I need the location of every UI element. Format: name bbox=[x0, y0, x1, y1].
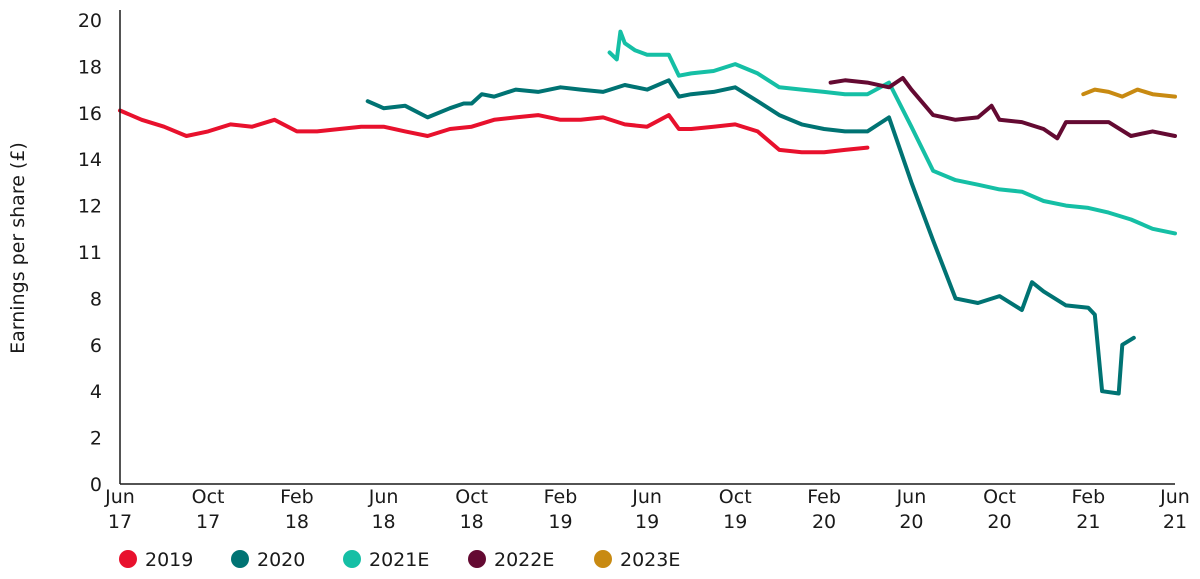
x-tick-label-year: 17 bbox=[196, 511, 220, 533]
legend-label: 2021E bbox=[369, 549, 429, 571]
x-tick-label-month: Oct bbox=[192, 486, 225, 508]
legend-marker bbox=[594, 550, 612, 568]
series-line-2021e bbox=[607, 29, 1177, 236]
y-tick-label: 14 bbox=[78, 149, 102, 171]
x-tick-label-month: Feb bbox=[544, 486, 578, 508]
series-line-2022e bbox=[828, 76, 1177, 141]
x-tick-label-year: 17 bbox=[108, 511, 132, 533]
x-tick-label-month: Jun bbox=[896, 486, 927, 508]
x-tick-label-month: Jun bbox=[368, 486, 399, 508]
x-tick-label-month: Jun bbox=[104, 486, 135, 508]
x-tick-label-month: Feb bbox=[280, 486, 314, 508]
x-tick-label-month: Oct bbox=[455, 486, 488, 508]
x-tick-label-year: 21 bbox=[1076, 511, 1100, 533]
x-tick-label-year: 19 bbox=[548, 511, 572, 533]
y-tick-label: 8 bbox=[90, 288, 102, 310]
x-tick-label-year: 18 bbox=[371, 511, 395, 533]
y-tick-label: 2 bbox=[90, 428, 102, 450]
y-tick-label: 0 bbox=[90, 474, 102, 496]
x-tick-label-year: 20 bbox=[899, 511, 923, 533]
x-tick-labels: Jun 17 Oct 17 Feb 18 Jun 18 Oct 18 Feb 19 Jun 19 Oct 19… bbox=[104, 486, 1190, 533]
legend-label: 2020 bbox=[257, 549, 305, 571]
x-tick-label-month: Jun bbox=[631, 486, 662, 508]
y-tick-labels: 0 2 4 6 8 11 12 14 16 18 20 bbox=[78, 10, 102, 496]
series-line-2023e bbox=[1081, 87, 1177, 99]
series-line-2019 bbox=[118, 108, 870, 155]
x-tick-label-year: 19 bbox=[723, 511, 747, 533]
x-tick-label-month: Feb bbox=[1072, 486, 1106, 508]
legend-label: 2023E bbox=[620, 549, 680, 571]
legend-marker bbox=[468, 550, 486, 568]
y-tick-label: 20 bbox=[78, 10, 102, 32]
x-tick-label-year: 20 bbox=[812, 511, 836, 533]
legend-marker bbox=[119, 550, 137, 568]
y-tick-label: 12 bbox=[78, 196, 102, 218]
y-tick-label: 4 bbox=[90, 381, 102, 403]
y-axis-title: Earnings per share (£) bbox=[7, 142, 29, 354]
x-tick-label-month: Feb bbox=[807, 486, 841, 508]
x-tick-label-year: 18 bbox=[460, 511, 484, 533]
legend-marker bbox=[231, 550, 249, 568]
legend-label: 2019 bbox=[145, 549, 193, 571]
x-tick-label-year: 19 bbox=[635, 511, 659, 533]
x-tick-label-year: 20 bbox=[987, 511, 1011, 533]
x-tick-label-year: 21 bbox=[1163, 511, 1187, 533]
legend: 2019 2020 2021E 2022E 2023E bbox=[119, 549, 680, 571]
y-tick-label: 6 bbox=[90, 335, 102, 357]
series-line-2020 bbox=[365, 78, 1136, 396]
x-tick-label-month: Oct bbox=[983, 486, 1016, 508]
y-tick-label: 11 bbox=[78, 242, 102, 264]
legend-marker bbox=[343, 550, 361, 568]
x-tick-label-month: Jun bbox=[1159, 486, 1190, 508]
y-tick-label: 16 bbox=[78, 103, 102, 125]
plot-lines bbox=[118, 29, 1177, 396]
legend-label: 2022E bbox=[494, 549, 554, 571]
x-tick-label-year: 18 bbox=[285, 511, 309, 533]
x-tick-label-month: Oct bbox=[719, 486, 752, 508]
y-tick-label: 18 bbox=[78, 56, 102, 78]
